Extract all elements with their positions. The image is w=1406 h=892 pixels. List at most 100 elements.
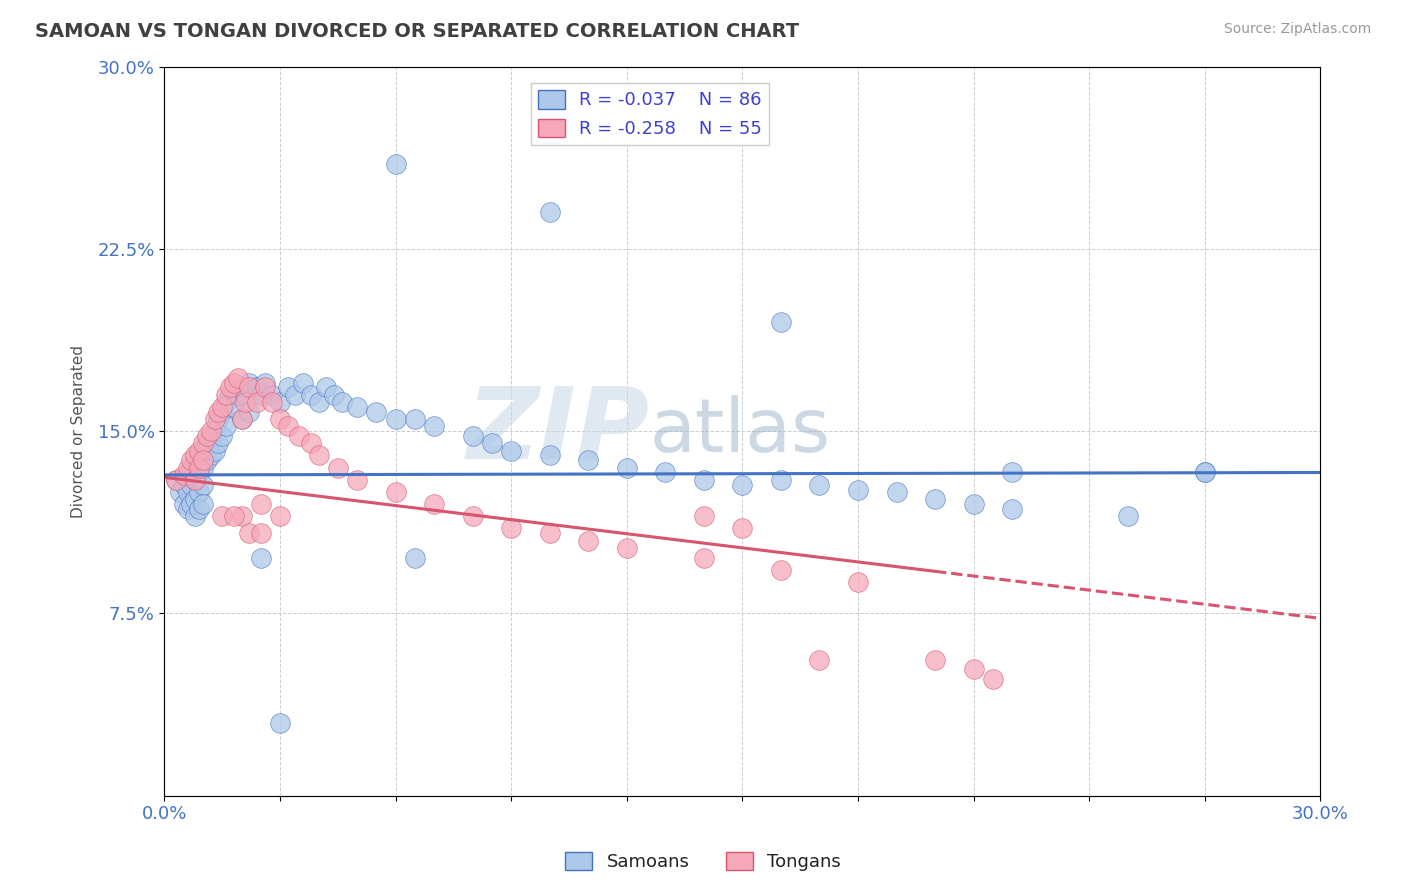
Point (538, 449, 561, 463)
Point (262, 388, 284, 402)
Point (180, 453, 202, 467)
Point (188, 443, 211, 458)
Point (1194, 466, 1216, 480)
Point (246, 380, 269, 394)
Point (188, 449, 211, 463)
Point (576, 453, 599, 467)
Point (207, 412, 229, 426)
Point (231, 380, 253, 394)
Point (235, 395, 257, 409)
Point (326, 460, 349, 475)
Point (693, 550, 716, 565)
Point (219, 380, 242, 394)
Point (211, 509, 233, 524)
Y-axis label: Divorced or Separated: Divorced or Separated (72, 344, 86, 517)
Point (180, 497, 202, 511)
Point (191, 443, 214, 458)
Point (176, 460, 198, 475)
Point (188, 460, 211, 475)
Point (219, 388, 242, 402)
Point (176, 467, 198, 482)
Point (299, 436, 322, 450)
Point (173, 497, 195, 511)
Legend: Samoans, Tongans: Samoans, Tongans (558, 845, 848, 879)
Point (924, 653, 946, 667)
Point (962, 662, 984, 676)
Point (277, 380, 299, 394)
Point (538, 526, 561, 541)
Point (231, 412, 253, 426)
Point (207, 405, 229, 419)
Point (215, 395, 238, 409)
Point (886, 485, 908, 500)
Point (981, 672, 1004, 686)
Point (200, 429, 222, 443)
Point (315, 380, 337, 394)
Point (693, 509, 716, 524)
Point (284, 388, 307, 402)
Point (346, 400, 368, 414)
Point (226, 388, 249, 402)
Point (211, 400, 233, 414)
Point (238, 380, 260, 394)
Point (1194, 466, 1216, 480)
Point (211, 429, 233, 443)
Point (1001, 502, 1024, 516)
Point (235, 388, 257, 402)
Text: ZIP: ZIP (467, 383, 650, 480)
Point (769, 315, 792, 329)
Point (195, 453, 218, 467)
Point (277, 419, 299, 434)
Point (330, 395, 353, 409)
Point (215, 388, 238, 402)
Point (222, 509, 245, 524)
Point (384, 412, 406, 426)
Point (366, 405, 388, 419)
Point (188, 485, 211, 500)
Point (184, 509, 207, 524)
Point (204, 424, 226, 438)
Point (195, 436, 218, 450)
Point (846, 483, 869, 497)
Point (461, 429, 484, 443)
Point (404, 412, 426, 426)
Point (246, 395, 269, 409)
Point (180, 477, 202, 491)
Point (538, 205, 561, 219)
Point (200, 449, 222, 463)
Point (269, 715, 291, 730)
Legend: R = -0.037    N = 86, R = -0.258    N = 55: R = -0.037 N = 86, R = -0.258 N = 55 (530, 83, 769, 145)
Text: Source: ZipAtlas.com: Source: ZipAtlas.com (1223, 22, 1371, 37)
Point (769, 563, 792, 577)
Point (654, 466, 676, 480)
Point (423, 497, 446, 511)
Point (173, 467, 195, 482)
Point (169, 485, 191, 500)
Point (1001, 466, 1024, 480)
Point (180, 460, 202, 475)
Point (184, 473, 207, 487)
Point (191, 477, 214, 491)
Text: SAMOAN VS TONGAN DIVORCED OR SEPARATED CORRELATION CHART: SAMOAN VS TONGAN DIVORCED OR SEPARATED C… (35, 22, 799, 41)
Point (501, 521, 523, 535)
Point (346, 473, 368, 487)
Point (249, 388, 271, 402)
Point (693, 473, 716, 487)
Point (222, 400, 245, 414)
Point (253, 380, 276, 394)
Point (769, 473, 792, 487)
Point (207, 436, 229, 450)
Point (308, 449, 330, 463)
Point (323, 388, 346, 402)
Point (288, 429, 311, 443)
Point (184, 473, 207, 487)
Point (616, 460, 638, 475)
Point (176, 502, 198, 516)
Point (308, 395, 330, 409)
Point (184, 492, 207, 507)
Point (238, 526, 260, 541)
Point (222, 376, 245, 390)
Point (808, 653, 831, 667)
Point (191, 453, 214, 467)
Point (962, 497, 984, 511)
